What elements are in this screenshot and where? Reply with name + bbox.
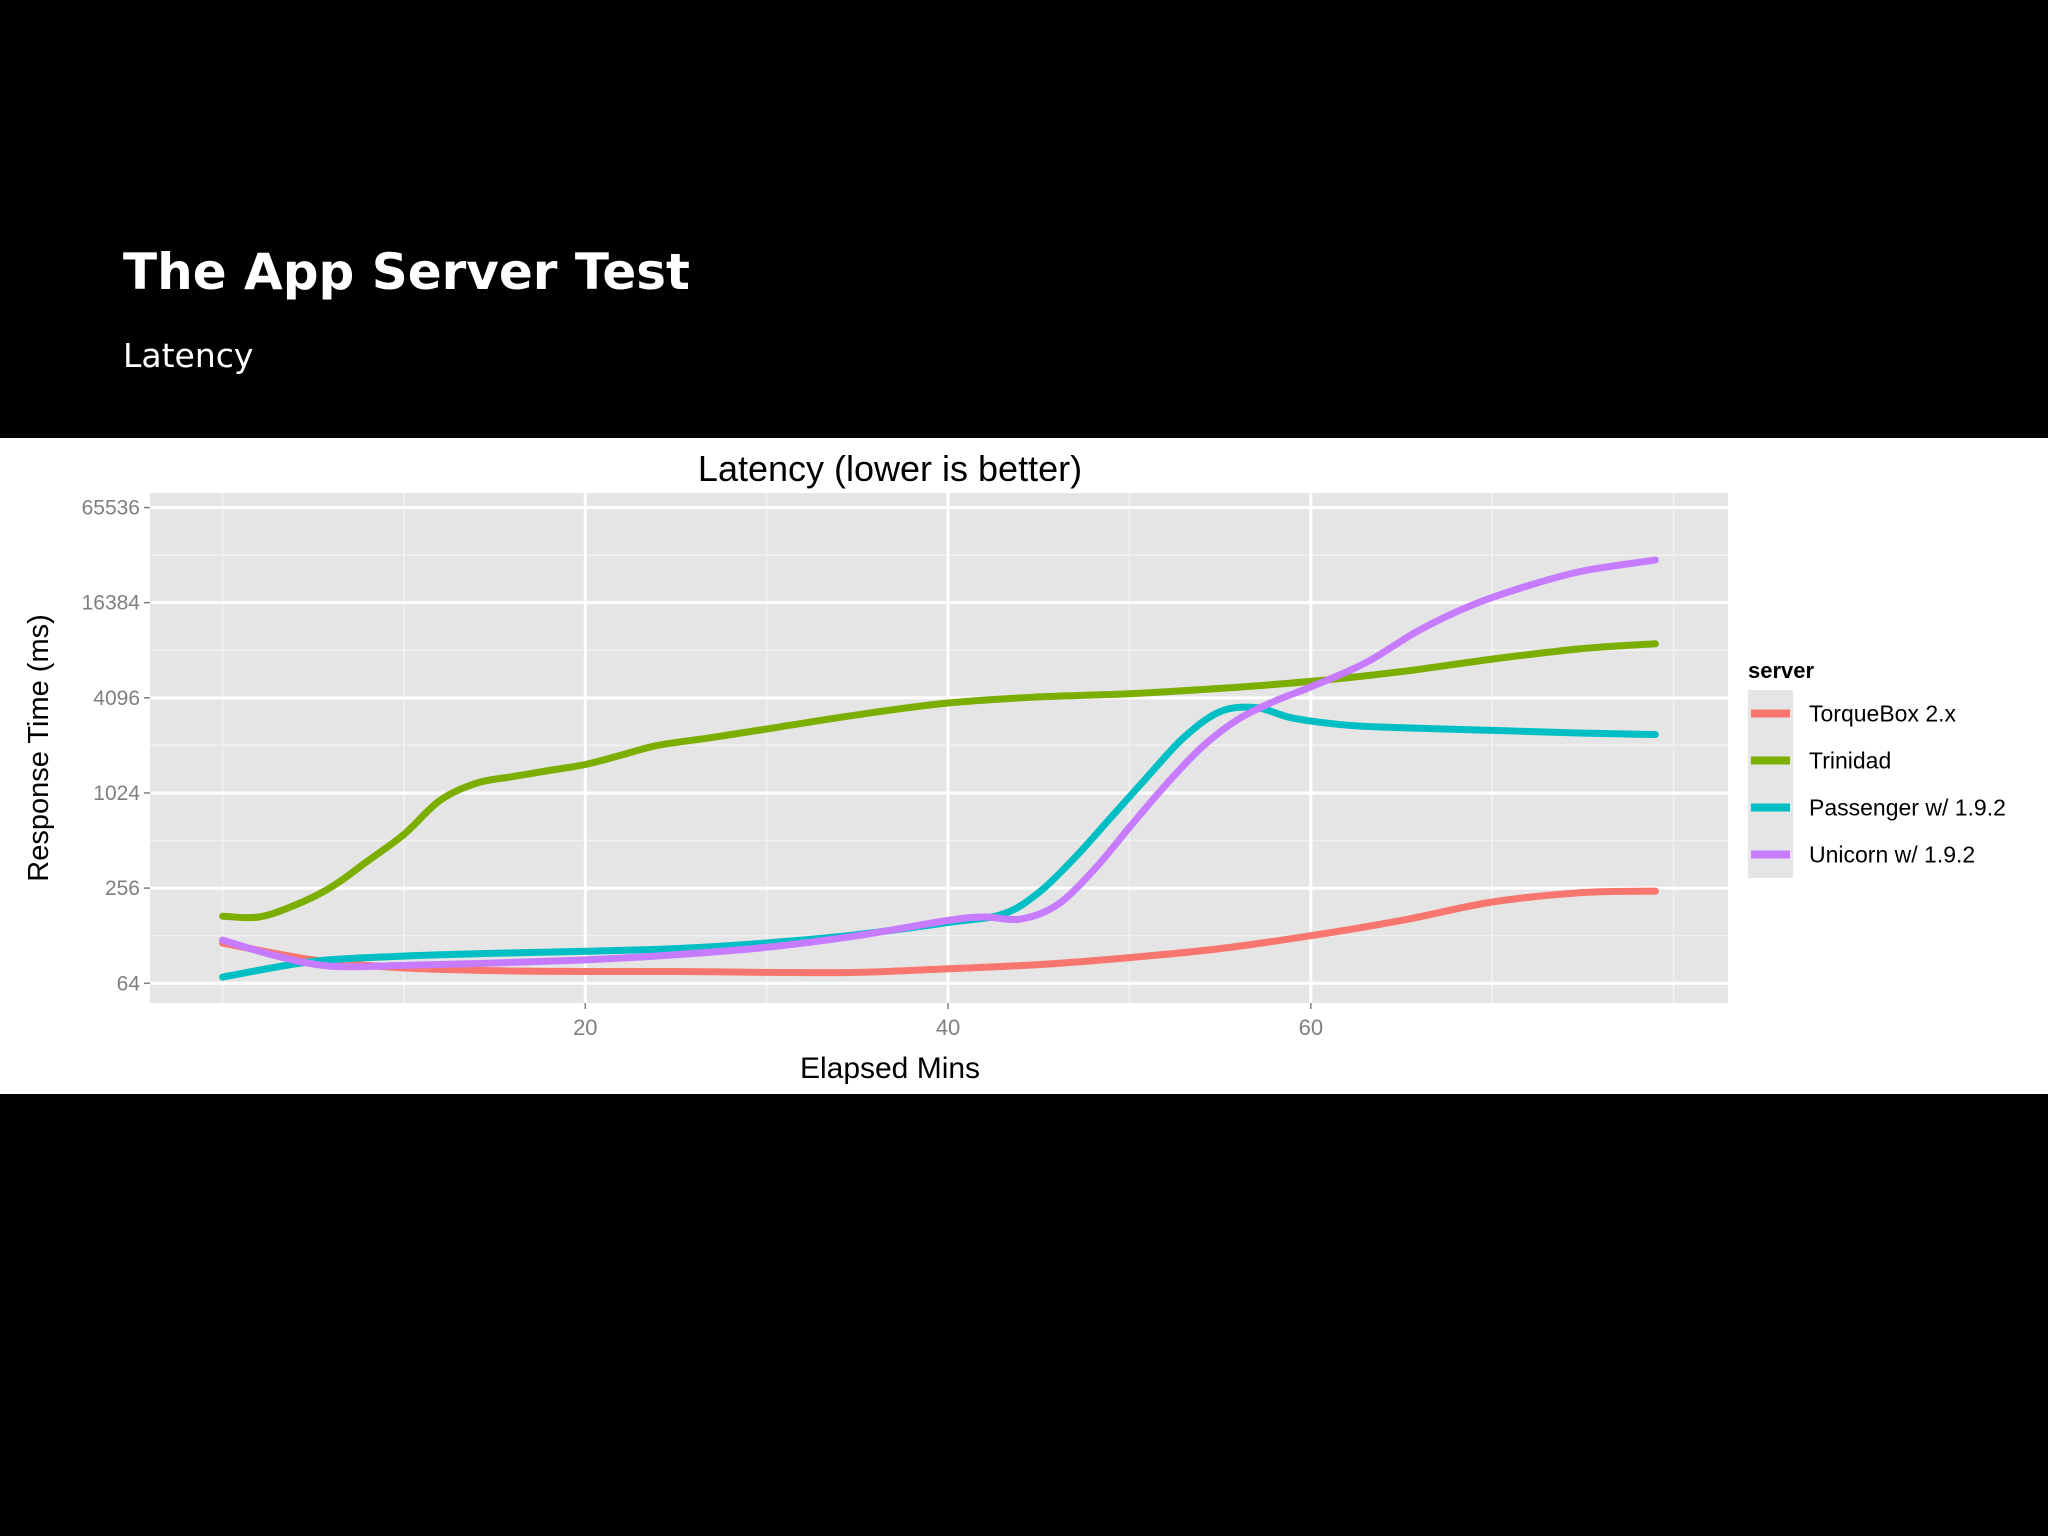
y-tick-label: 256: [105, 877, 140, 900]
y-tick-label: 65536: [82, 497, 140, 520]
legend-item-label: Unicorn w/ 1.9.2: [1809, 842, 1975, 868]
series-line-3: [219, 556, 1659, 971]
latency-chart: Latency (lower is better) 64 256 1024 4096 1…: [23, 448, 2006, 1085]
grid-major: [150, 493, 1728, 1003]
grid-minor: [150, 493, 1728, 1003]
legend-item-label: TorqueBox 2.x: [1809, 701, 1957, 727]
y-axis: 64 256 1024 4096 16384 65536: [82, 497, 150, 995]
y-tick-label: 1024: [93, 782, 140, 805]
x-tick-label: 60: [1299, 1015, 1323, 1040]
x-axis-label: Elapsed Mins: [800, 1052, 980, 1085]
y-tick-label: 16384: [82, 592, 141, 615]
y-tick-label: 4096: [93, 687, 140, 710]
legend-title: server: [1748, 658, 1815, 683]
chart-title: Latency (lower is better): [698, 448, 1082, 489]
y-tick-label: 64: [117, 972, 141, 995]
slide-subtitle: Latency: [123, 336, 254, 375]
slide-title: The App Server Test: [123, 243, 690, 301]
series-lines: [219, 556, 1659, 981]
x-axis: 20 40 60: [573, 1003, 1323, 1040]
legend-item-label: Trinidad: [1809, 748, 1891, 774]
series-line-0: [219, 887, 1659, 977]
series-line-2: [219, 703, 1659, 981]
plot-panel: [150, 493, 1728, 1003]
y-axis-label: Response Time (ms): [23, 614, 55, 882]
chart-panel: Latency (lower is better) 64 256 1024 4096 1…: [0, 438, 2048, 1094]
x-tick-label: 40: [936, 1015, 960, 1040]
legend: server TorqueBox 2.x Trinidad Passenger w/…: [1748, 658, 2006, 878]
legend-item-label: Passenger w/ 1.9.2: [1809, 795, 2006, 821]
x-tick-label: 20: [573, 1015, 597, 1040]
